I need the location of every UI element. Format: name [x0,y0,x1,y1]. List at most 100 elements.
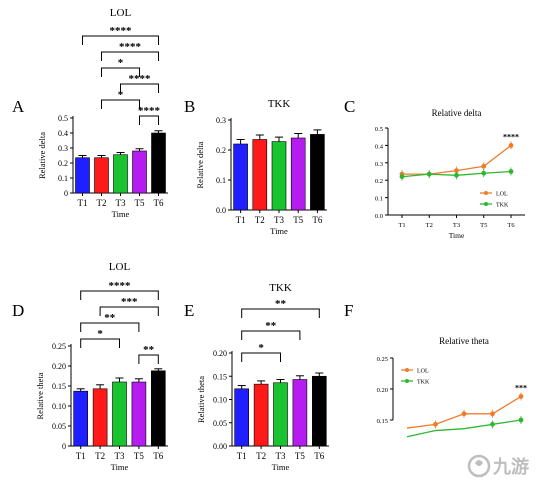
y-axis-label: Relative delta [37,132,47,179]
significance-bracket [82,35,159,45]
series-point-tkk [426,171,432,177]
x-tick-label: T2 [97,198,107,208]
significance-bracket [138,354,159,364]
significance-bracket [101,99,140,109]
series-point-lol [454,168,459,174]
y-tick-label: 0.05 [52,422,66,431]
significance-label: ** [104,312,116,324]
x-tick-label: T1 [236,215,246,225]
x-tick-label: T6 [314,451,324,461]
y-tick-label: 0.5 [375,126,383,133]
x-tick-label: T1 [78,198,88,208]
significance-bracket [241,330,301,340]
x-tick-label: T2 [255,215,265,225]
x-tick-label: T2 [426,222,433,229]
y-tick-label: 0.25 [377,356,388,363]
panel-label-f: F [344,301,353,320]
x-tick-label: T3 [453,222,460,229]
y-tick-label: 0.4 [58,129,68,138]
y-tick-label: 0 [62,442,66,451]
x-axis-label: Time [111,462,129,472]
series-point-tkk [481,170,487,176]
bar-t6 [310,134,325,211]
y-tick-label: 0.1 [375,196,383,203]
chart-title: LOL [110,7,132,19]
x-tick-label: T5 [295,451,305,461]
legend-label: LOL [417,369,429,375]
chart-title: LOL [109,261,131,273]
x-tick-label: T6 [154,198,164,208]
y-tick-label: 0 [64,189,68,198]
y-tick-label: 0.2 [375,178,383,185]
bar-t1 [234,388,249,447]
y-tick-label: 0.15 [213,372,227,381]
bar-t1 [73,390,88,447]
bar-t2 [252,139,268,211]
significance-bracket [241,308,320,318]
y-tick-label: 0.3 [375,161,383,168]
series-point-tkk [454,172,459,178]
y-tick-label: 0.5 [58,114,68,123]
x-tick-label: T6 [312,215,322,225]
bar-t5 [132,150,147,194]
legend-marker [405,368,409,372]
chart-b: TKK 0.0 0.1 0.2 0.3 Relative delta T1 T2 T3 T5 T6 T… [195,98,327,236]
x-tick-label: T1 [398,222,405,229]
significance-label: ** [143,344,155,356]
bar-t3 [112,381,127,447]
significance-label: **** [138,105,161,117]
panel-label-d: D [12,301,24,320]
significance-label: ** [265,320,277,332]
significance-bracket [80,338,120,348]
significance-bracket [241,352,281,362]
series-point-tkk [518,417,524,423]
y-tick-label: 0.20 [377,387,388,394]
x-axis-label: Time [449,231,465,240]
panel-label-a: A [12,97,25,116]
series-point-lol [490,411,495,417]
significance-label: * [118,57,124,69]
significance-label: *** [121,296,138,308]
x-tick-label: T5 [293,215,303,225]
x-tick-label: T5 [480,222,487,229]
significance-label: * [118,89,124,101]
y-tick-label: 0.1 [216,176,226,185]
significance-label: **** [503,132,519,141]
watermark-text: 九游 [492,456,529,477]
legend-marker [405,379,409,383]
x-tick-label: T1 [76,451,86,461]
y-tick-label: 0.20 [52,362,66,371]
series-point-tkk [508,169,514,174]
x-tick-label: T3 [115,451,125,461]
panel-label-c: C [344,97,355,116]
x-tick-label: T6 [153,451,163,461]
chart-title: Relative delta [432,108,482,118]
panel-label-e: E [184,301,194,320]
y-tick-label: 0.25 [52,342,66,351]
x-tick-label: T5 [135,198,145,208]
y-tick-label: 0.1 [58,174,68,183]
significance-label: **** [109,280,132,292]
series-point-tkk [490,421,495,427]
y-tick-label: 0.3 [58,144,68,153]
significance-label: **** [119,41,142,53]
significance-label: **** [129,73,152,85]
bar-t6 [311,375,327,447]
significance-bracket [99,306,159,316]
y-tick-label: 0.4 [375,143,384,150]
legend-label: LOL [496,192,508,198]
chart-f: Relative theta 0.15 0.20 0.25 *** LOL TKK [377,336,527,438]
y-tick-label: 0.10 [213,396,227,405]
y-tick-label: 0.15 [52,382,66,391]
chart-e: TKK 0.00 0.05 0.10 0.15 0.20 Relative theta T1 T… [196,282,329,472]
bar-t5 [290,137,306,211]
series-point-lol [481,163,487,169]
bar-t2 [253,383,269,447]
chart-title: TKK [269,282,292,294]
chart-c: Relative delta 0.0 0.1 0.2 0.3 0.4 0.5 T1 T2 T3 T5… [375,108,525,240]
significance-bracket [101,67,140,77]
y-tick-label: 0.15 [377,418,388,425]
